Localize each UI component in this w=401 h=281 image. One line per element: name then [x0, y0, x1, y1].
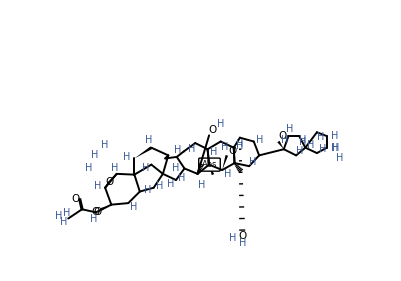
- Text: O: O: [72, 194, 80, 204]
- Text: H: H: [173, 145, 181, 155]
- Text: H: H: [249, 157, 256, 167]
- Text: H: H: [236, 139, 243, 149]
- Text: H: H: [223, 169, 231, 179]
- Text: H: H: [60, 217, 67, 227]
- Text: H: H: [110, 163, 118, 173]
- Polygon shape: [101, 205, 111, 210]
- Text: O: O: [91, 207, 100, 217]
- Text: H: H: [93, 181, 101, 191]
- Text: H: H: [286, 124, 293, 134]
- Text: H: H: [238, 238, 245, 248]
- Text: H: H: [63, 208, 70, 218]
- Text: H: H: [90, 214, 97, 223]
- Polygon shape: [209, 165, 214, 175]
- Text: H: H: [145, 135, 152, 145]
- Text: H: H: [318, 144, 325, 154]
- Text: H: H: [220, 142, 228, 152]
- Text: O: O: [105, 177, 113, 187]
- Text: O: O: [237, 231, 246, 241]
- Text: H: H: [91, 150, 98, 160]
- Text: O: O: [93, 207, 101, 217]
- Text: H: H: [123, 152, 130, 162]
- Text: H: H: [84, 164, 92, 173]
- Text: H: H: [332, 143, 339, 153]
- Text: Abs: Abs: [201, 160, 217, 169]
- Text: H: H: [55, 211, 63, 221]
- Polygon shape: [222, 155, 227, 170]
- Text: O: O: [277, 131, 286, 141]
- Text: H: H: [172, 164, 179, 173]
- Polygon shape: [134, 146, 152, 158]
- Text: H: H: [178, 173, 185, 183]
- Text: H: H: [130, 202, 137, 212]
- Text: H: H: [209, 146, 217, 157]
- Text: H: H: [236, 141, 243, 151]
- Text: H: H: [296, 146, 303, 156]
- Text: O: O: [227, 146, 236, 156]
- Text: H: H: [197, 180, 205, 191]
- Text: H: H: [299, 135, 306, 145]
- FancyBboxPatch shape: [198, 158, 220, 171]
- Text: H: H: [141, 164, 148, 173]
- Text: H: H: [330, 131, 338, 141]
- Text: H: H: [255, 135, 263, 145]
- Text: H: H: [187, 144, 194, 154]
- Text: H: H: [217, 119, 224, 129]
- Text: H: H: [306, 140, 314, 150]
- Text: H: H: [166, 179, 174, 189]
- Text: H: H: [316, 132, 324, 142]
- Text: H: H: [101, 140, 109, 150]
- Polygon shape: [277, 141, 283, 149]
- Text: H: H: [144, 185, 151, 195]
- Text: H: H: [330, 143, 338, 153]
- Text: H: H: [336, 153, 343, 164]
- Text: H: H: [156, 181, 163, 191]
- Text: H: H: [299, 137, 306, 146]
- Text: H: H: [229, 233, 236, 243]
- Text: O: O: [208, 125, 217, 135]
- Text: H: H: [280, 135, 288, 145]
